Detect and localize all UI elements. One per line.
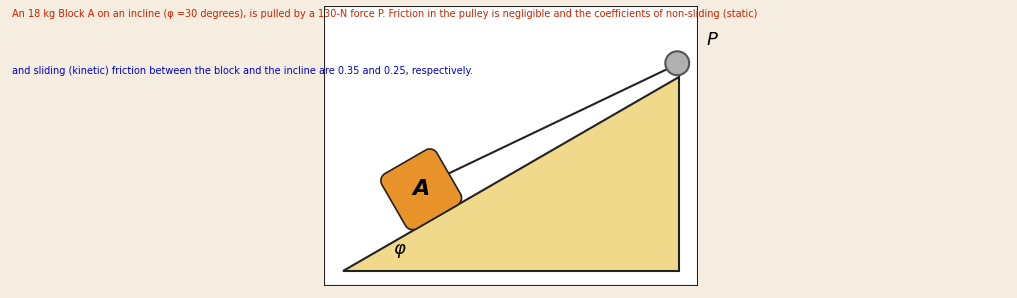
Text: φ: φ [393, 240, 405, 258]
Polygon shape [343, 77, 679, 271]
Text: and sliding (kinetic) friction between the block and the incline are 0.35 and 0.: and sliding (kinetic) friction between t… [12, 66, 473, 76]
Text: An 18 kg Block A on an incline (φ =30 degrees), is pulled by a 130-N force P. Fr: An 18 kg Block A on an incline (φ =30 de… [12, 9, 758, 19]
Polygon shape [381, 149, 462, 230]
Circle shape [665, 51, 690, 75]
Text: P: P [706, 31, 717, 49]
Text: A: A [413, 179, 430, 199]
